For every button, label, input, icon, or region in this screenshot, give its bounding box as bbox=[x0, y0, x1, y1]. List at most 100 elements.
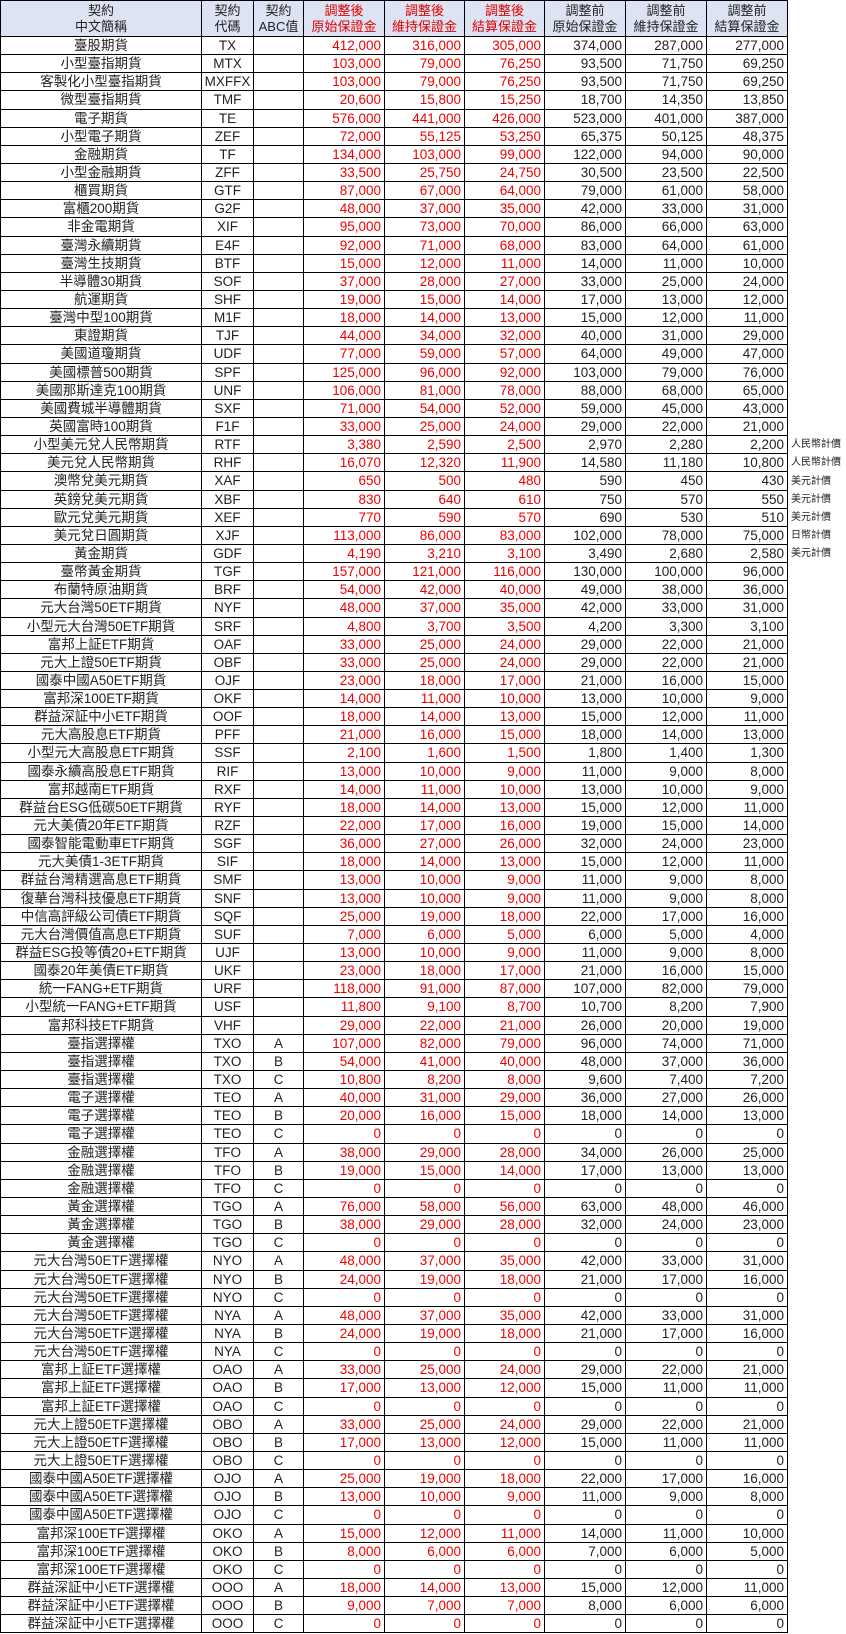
abc-value bbox=[254, 617, 304, 635]
before-maintenance-margin: 16,000 bbox=[626, 962, 707, 980]
table-row: 臺指選擇權 TXO B 54,000 41,000 40,000 48,000 37,000 3… bbox=[0, 1052, 788, 1072]
after-maintenance-margin: 73,000 bbox=[385, 218, 465, 236]
table-row: 元大美債1-3ETF期貨 SIF 18,000 14,000 13,000 15,000 1… bbox=[0, 853, 788, 872]
table-row: 富邦上証ETF選擇權 OAO B 17,000 13,000 12,000 15,000 11… bbox=[0, 1379, 788, 1398]
abc-value: C bbox=[254, 1071, 304, 1089]
abc-value: C bbox=[254, 1560, 304, 1578]
abc-value bbox=[254, 345, 304, 363]
abc-value bbox=[254, 726, 304, 744]
table-row: 小型元大台灣50ETF期貨 SRF 4,800 3,700 3,500 4,200 3,30… bbox=[0, 617, 788, 636]
contract-code: UJF bbox=[202, 944, 254, 962]
before-maintenance-margin: 48,000 bbox=[626, 1198, 707, 1216]
after-clearing-margin: 92,000 bbox=[465, 363, 545, 381]
contract-name: 黃金選擇權 bbox=[0, 1234, 202, 1252]
contract-code: TXO bbox=[202, 1071, 254, 1089]
before-clearing-margin: 69,250 bbox=[707, 73, 788, 91]
contract-code: SXF bbox=[202, 399, 254, 417]
after-maintenance-margin: 19,000 bbox=[385, 1324, 465, 1343]
after-clearing-margin: 13,000 bbox=[465, 708, 545, 726]
before-initial-margin: 33,000 bbox=[545, 272, 626, 290]
before-maintenance-margin: 5,000 bbox=[626, 925, 707, 944]
before-initial-margin: 36,000 bbox=[545, 1089, 626, 1107]
before-clearing-margin: 7,900 bbox=[707, 998, 788, 1016]
table-row: 富邦深100ETF期貨 OKF 14,000 11,000 10,000 13,000 10… bbox=[0, 690, 788, 709]
abc-value bbox=[254, 290, 304, 309]
after-initial-margin: 14,000 bbox=[304, 690, 385, 708]
abc-value bbox=[254, 907, 304, 925]
after-initial-margin: 71,000 bbox=[304, 399, 385, 417]
abc-value: A bbox=[254, 1470, 304, 1488]
after-maintenance-margin: 31,000 bbox=[385, 1089, 465, 1107]
abc-value: B bbox=[254, 1107, 304, 1125]
table-row: 群益深証中小ETF選擇權 OOO C 0 0 0 0 0 0 bbox=[0, 1615, 788, 1634]
before-initial-margin: 6,000 bbox=[545, 925, 626, 944]
after-clearing-margin: 14,000 bbox=[465, 290, 545, 309]
before-initial-margin: 18,000 bbox=[545, 1107, 626, 1125]
table-row: 小型統一FANG+ETF期貨 USF 11,800 9,100 8,700 10,700 8… bbox=[0, 998, 788, 1017]
before-clearing-margin: 9,000 bbox=[707, 780, 788, 798]
before-maintenance-margin: 3,300 bbox=[626, 617, 707, 635]
after-initial-margin: 4,800 bbox=[304, 617, 385, 635]
contract-code: TEO bbox=[202, 1125, 254, 1143]
before-clearing-margin: 6,000 bbox=[707, 1597, 788, 1615]
table-row: 半導體30期貨 SOF 37,000 28,000 27,000 33,000 25,000… bbox=[0, 272, 788, 291]
contract-name: 小型金融期貨 bbox=[0, 163, 202, 182]
contract-code: OOO bbox=[202, 1578, 254, 1597]
contract-code: XIF bbox=[202, 218, 254, 236]
before-maintenance-margin: 45,000 bbox=[626, 399, 707, 417]
after-clearing-margin: 18,000 bbox=[465, 1324, 545, 1343]
after-maintenance-margin: 0 bbox=[385, 1179, 465, 1197]
before-clearing-margin: 36,000 bbox=[707, 581, 788, 599]
before-clearing-margin: 31,000 bbox=[707, 599, 788, 617]
before-maintenance-margin: 0 bbox=[626, 1179, 707, 1197]
before-initial-margin: 102,000 bbox=[545, 526, 626, 544]
after-clearing-margin: 610 bbox=[465, 490, 545, 508]
before-maintenance-margin: 66,000 bbox=[626, 218, 707, 236]
after-clearing-margin: 15,250 bbox=[465, 91, 545, 109]
before-clearing-margin: 5,000 bbox=[707, 1542, 788, 1560]
before-clearing-margin: 65,000 bbox=[707, 381, 788, 399]
contract-name: 群益台灣精選高息ETF期貨 bbox=[0, 871, 202, 889]
table-row: 黃金選擇權 TGO C 0 0 0 0 0 0 bbox=[0, 1234, 788, 1253]
currency-note: 美元計價 bbox=[791, 511, 831, 523]
before-clearing-margin: 1,300 bbox=[707, 744, 788, 762]
abc-value bbox=[254, 980, 304, 998]
after-clearing-margin: 24,000 bbox=[465, 1415, 545, 1433]
header-before-maintenance: 調整前 維持保證金 bbox=[626, 1, 707, 36]
table-row: 復華台灣科技優息ETF期貨 SNF 13,000 10,000 9,000 11,000 9… bbox=[0, 889, 788, 908]
before-clearing-margin: 69,250 bbox=[707, 55, 788, 73]
after-clearing-margin: 18,000 bbox=[465, 907, 545, 925]
after-clearing-margin: 11,000 bbox=[465, 254, 545, 272]
before-initial-margin: 15,000 bbox=[545, 309, 626, 327]
abc-value bbox=[254, 798, 304, 817]
abc-value: C bbox=[254, 1179, 304, 1197]
after-maintenance-margin: 10,000 bbox=[385, 889, 465, 907]
after-clearing-margin: 53,250 bbox=[465, 127, 545, 145]
after-clearing-margin: 570 bbox=[465, 508, 545, 526]
after-clearing-margin: 5,000 bbox=[465, 925, 545, 944]
table-row: 元大上證50ETF選擇權 OBO C 0 0 0 0 0 0 bbox=[0, 1451, 788, 1471]
abc-value bbox=[254, 109, 304, 127]
after-clearing-margin: 11,900 bbox=[465, 454, 545, 472]
before-clearing-margin: 31,000 bbox=[707, 200, 788, 218]
after-initial-margin: 103,000 bbox=[304, 55, 385, 73]
after-clearing-margin: 9,000 bbox=[465, 871, 545, 889]
abc-value: C bbox=[254, 1125, 304, 1143]
table-row: 英鎊兌美元期貨 XBF 830 640 610 750 570 550 bbox=[0, 490, 788, 509]
table-row: 小型美元兌人民幣期貨 RTF 3,380 2,590 2,500 2,970 2,280 2,… bbox=[0, 436, 788, 455]
header-line: 調整後 bbox=[484, 2, 524, 18]
before-clearing-margin: 19,000 bbox=[707, 1016, 788, 1034]
abc-value bbox=[254, 581, 304, 599]
after-initial-margin: 107,000 bbox=[304, 1034, 385, 1052]
before-maintenance-margin: 12,000 bbox=[626, 309, 707, 327]
after-initial-margin: 36,000 bbox=[304, 835, 385, 853]
abc-value bbox=[254, 37, 304, 55]
table-row: 群益台灣精選高息ETF期貨 SMF 13,000 10,000 9,000 11,000 9… bbox=[0, 871, 788, 890]
table-row: 歐元兌美元期貨 XEF 770 590 570 690 530 510 bbox=[0, 508, 788, 527]
before-maintenance-margin: 0 bbox=[626, 1451, 707, 1470]
before-maintenance-margin: 0 bbox=[626, 1288, 707, 1306]
after-maintenance-margin: 37,000 bbox=[385, 1252, 465, 1270]
abc-value bbox=[254, 635, 304, 653]
abc-value bbox=[254, 817, 304, 835]
after-initial-margin: 0 bbox=[304, 1615, 385, 1633]
